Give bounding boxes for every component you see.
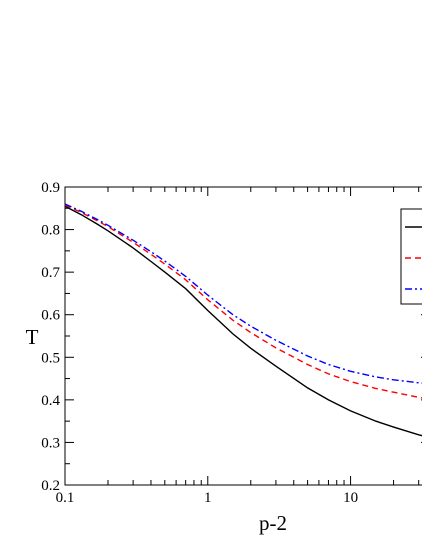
legend-box	[400, 208, 422, 305]
series-line-2	[64, 204, 422, 399]
ticks-layer: 0.2 0.3 0.4 0.5 0.6 0.7 0.8 0.9 0.1 1 10	[41, 180, 422, 506]
series-layer	[64, 203, 422, 437]
y-tick-label: 0.9	[41, 180, 60, 196]
y-tick-label: 0.4	[41, 393, 60, 409]
series-line-3	[64, 203, 422, 384]
x-axis-label: p-2	[259, 511, 287, 535]
y-tick-label: 0.7	[41, 265, 60, 281]
x-tick-label: 0.1	[56, 490, 75, 506]
y-tick-label: 0.2	[41, 478, 60, 494]
y-tick-label: 0.5	[41, 350, 60, 366]
x-tick-label: 10	[343, 490, 358, 506]
y-axis-label: T	[26, 325, 39, 349]
y-tick-label: 0.8	[41, 223, 60, 239]
legend	[400, 208, 422, 305]
series-line-1	[64, 205, 422, 437]
x-tick-label: 1	[204, 490, 212, 506]
y-tick-label: 0.3	[41, 435, 60, 451]
y-tick-label: 0.6	[41, 308, 60, 324]
